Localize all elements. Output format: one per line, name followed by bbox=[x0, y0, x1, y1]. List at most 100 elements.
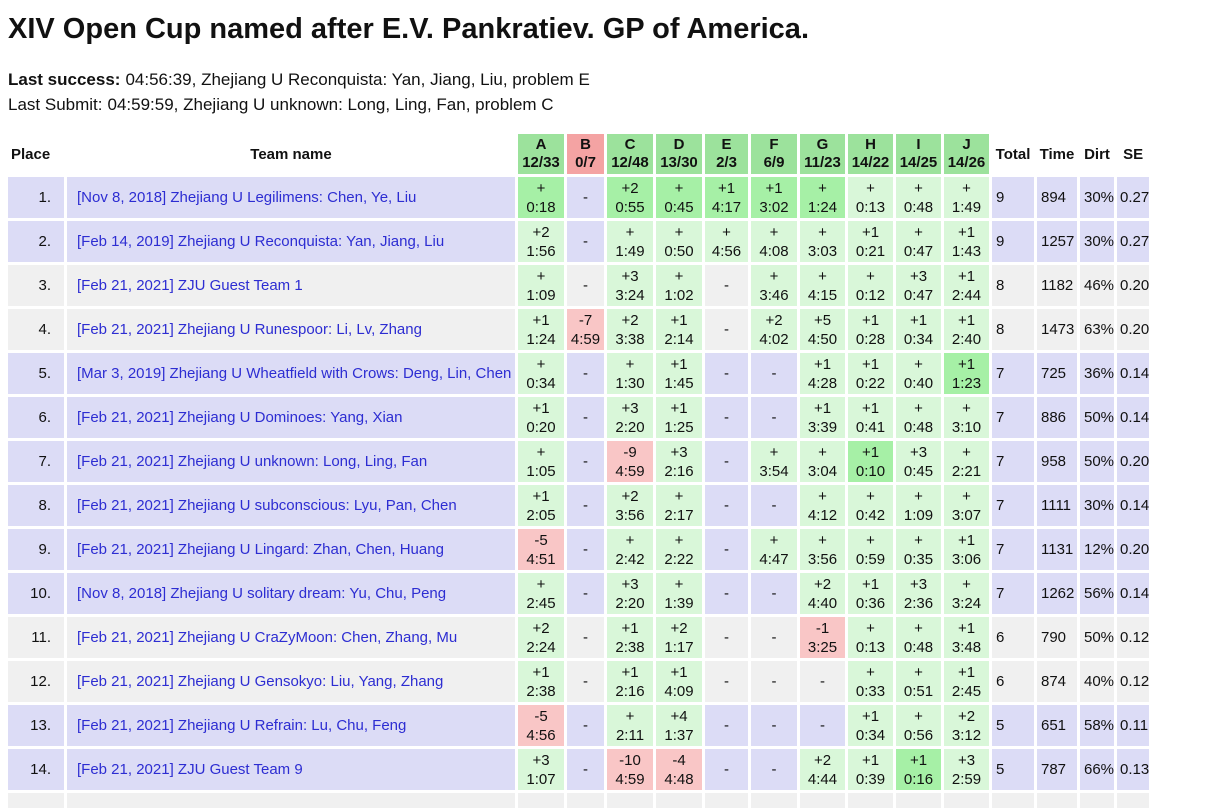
attempt-mark: + bbox=[866, 267, 875, 285]
problem-cell-B: - bbox=[567, 397, 604, 438]
team-link[interactable]: [Feb 21, 2021] Zhejiang U subconscious: … bbox=[77, 497, 457, 514]
attempt-mark: +1 bbox=[670, 663, 688, 681]
solve-time: 4:59 bbox=[570, 330, 601, 348]
solve-time: 4:59 bbox=[615, 770, 645, 788]
solve-time: 0:55 bbox=[615, 198, 645, 216]
attempt-mark: -4 bbox=[672, 751, 686, 769]
problem-cell-G: +1 3:39 bbox=[800, 397, 845, 438]
team-link[interactable]: [Feb 21, 2021] Zhejiang U CraZyMoon: Che… bbox=[77, 629, 458, 646]
place-cell: 9. bbox=[8, 529, 64, 570]
attempt-mark: +1 bbox=[621, 663, 639, 681]
attempt-mark: +1 bbox=[957, 663, 976, 681]
solve-time: 0:35 bbox=[903, 550, 934, 568]
problem-solved-stat: 13/30 bbox=[660, 154, 698, 171]
problem-cell-B: - bbox=[567, 617, 604, 658]
partial-cell bbox=[1117, 793, 1150, 808]
attempt-mark: + bbox=[962, 443, 971, 461]
team-link[interactable]: [Nov 8, 2018] Zhejiang U solitary dream:… bbox=[77, 585, 447, 602]
team-cell: [Feb 21, 2021] ZJU Guest Team 1 bbox=[67, 265, 515, 306]
problem-cell-I: +0:48 bbox=[896, 617, 941, 658]
problem-cell-B: - bbox=[567, 573, 604, 614]
problem-cell-B: - bbox=[567, 221, 604, 262]
attempt-mark: - bbox=[583, 497, 588, 514]
problem-cell-B: - bbox=[567, 177, 604, 218]
problem-cell-G: +3:04 bbox=[800, 441, 845, 482]
solve-time: 3:48 bbox=[951, 638, 982, 656]
problem-letter: C bbox=[624, 136, 636, 153]
problem-header-J: J 14/26 bbox=[944, 134, 989, 174]
team-link[interactable]: [Nov 8, 2018] Zhejiang U Legilimens: Che… bbox=[77, 189, 417, 206]
attempt-mark: +3 bbox=[621, 575, 639, 593]
attempt-mark: + bbox=[866, 619, 875, 637]
team-link[interactable]: [Feb 21, 2021] ZJU Guest Team 9 bbox=[77, 761, 303, 778]
total-cell: 6 bbox=[992, 617, 1034, 658]
attempt-mark: +3 bbox=[909, 267, 928, 285]
problem-cell-I: +3 0:45 bbox=[896, 441, 941, 482]
attempt-mark: -5 bbox=[534, 707, 548, 725]
solve-time: 2:16 bbox=[615, 682, 645, 700]
problem-cell-G: -1 3:25 bbox=[800, 617, 845, 658]
team-link[interactable]: [Feb 21, 2021] Zhejiang U Runespoor: Li,… bbox=[77, 321, 422, 338]
team-link[interactable]: [Mar 3, 2019] Zhejiang U Wheatfield with… bbox=[77, 365, 512, 382]
attempt-mark: - bbox=[583, 189, 588, 206]
problem-cell-I: +0:35 bbox=[896, 529, 941, 570]
standings-row: 8. [Feb 21, 2021] Zhejiang U subconscious… bbox=[8, 485, 1150, 526]
solve-time: 3:38 bbox=[615, 330, 645, 348]
team-link[interactable]: [Feb 21, 2021] Zhejiang U unknown: Long,… bbox=[77, 453, 428, 470]
team-link[interactable]: [Feb 21, 2021] ZJU Guest Team 1 bbox=[77, 277, 303, 294]
problem-solved-stat: 14/25 bbox=[899, 154, 938, 171]
place-cell: 13. bbox=[8, 705, 64, 746]
place-cell: 7. bbox=[8, 441, 64, 482]
problem-cell-H: +0:59 bbox=[848, 529, 893, 570]
solve-time: 3:04 bbox=[807, 462, 838, 480]
attempt-mark: + bbox=[914, 619, 923, 637]
problem-cell-F: - bbox=[751, 573, 797, 614]
attempt-mark: + bbox=[866, 663, 875, 681]
problem-cell-I: +3 0:47 bbox=[896, 265, 941, 306]
attempt-mark: +1 bbox=[861, 223, 880, 241]
attempt-mark: + bbox=[536, 355, 546, 373]
solve-time: 2:40 bbox=[951, 330, 982, 348]
problem-letter: B bbox=[580, 136, 591, 153]
attempt-mark: - bbox=[820, 673, 825, 690]
attempt-mark: +2 bbox=[621, 487, 639, 505]
se-cell: 0.12 bbox=[1117, 617, 1150, 658]
solve-time: 1:39 bbox=[664, 594, 694, 612]
problem-cell-B: - bbox=[567, 529, 604, 570]
place-cell: 5. bbox=[8, 353, 64, 394]
attempt-mark: + bbox=[536, 575, 546, 593]
problem-cell-F: - bbox=[751, 353, 797, 394]
problem-cell-G: +4:15 bbox=[800, 265, 845, 306]
solve-time: 0:45 bbox=[903, 462, 934, 480]
team-link[interactable]: [Feb 14, 2019] Zhejiang U Reconquista: Y… bbox=[77, 233, 445, 250]
problem-cell-A: +2:45 bbox=[518, 573, 564, 614]
attempt-mark: + bbox=[625, 531, 635, 549]
problem-cell-I: +1 0:34 bbox=[896, 309, 941, 350]
problem-header-B: B 0/7 bbox=[567, 134, 604, 174]
problem-cell-C: +2 3:38 bbox=[607, 309, 653, 350]
attempt-mark: +1 bbox=[670, 311, 688, 329]
place-cell: 1. bbox=[8, 177, 64, 218]
attempt-mark: +1 bbox=[957, 531, 976, 549]
problem-cell-B: - bbox=[567, 749, 604, 790]
solve-time: 4:12 bbox=[807, 506, 838, 524]
place-cell: 2. bbox=[8, 221, 64, 262]
problem-cell-A: +3 1:07 bbox=[518, 749, 564, 790]
problem-cell-D: +2:22 bbox=[656, 529, 702, 570]
problem-cell-H: +1 0:21 bbox=[848, 221, 893, 262]
team-link[interactable]: [Feb 21, 2021] Zhejiang U Refrain: Lu, C… bbox=[77, 717, 407, 734]
problem-cell-A: +1 1:24 bbox=[518, 309, 564, 350]
attempt-mark: +2 bbox=[532, 619, 550, 637]
solve-time: 4:15 bbox=[807, 286, 838, 304]
team-link[interactable]: [Feb 21, 2021] Zhejiang U Gensokyo: Liu,… bbox=[77, 673, 444, 690]
problem-header-E: E 2/3 bbox=[705, 134, 748, 174]
dirt-cell: 46% bbox=[1080, 265, 1115, 306]
attempt-mark: +1 bbox=[532, 399, 550, 417]
team-link[interactable]: [Feb 21, 2021] Zhejiang U Dominoes: Yang… bbox=[77, 409, 403, 426]
team-link[interactable]: [Feb 21, 2021] Zhejiang U Lingard: Zhan,… bbox=[77, 541, 444, 558]
solve-time: 1:23 bbox=[951, 374, 982, 392]
standings-row: 4. [Feb 21, 2021] Zhejiang U Runespoor: L… bbox=[8, 309, 1150, 350]
problem-cell-D: +1 2:14 bbox=[656, 309, 702, 350]
partial-cell bbox=[1037, 793, 1077, 808]
dirt-cell: 12% bbox=[1080, 529, 1115, 570]
